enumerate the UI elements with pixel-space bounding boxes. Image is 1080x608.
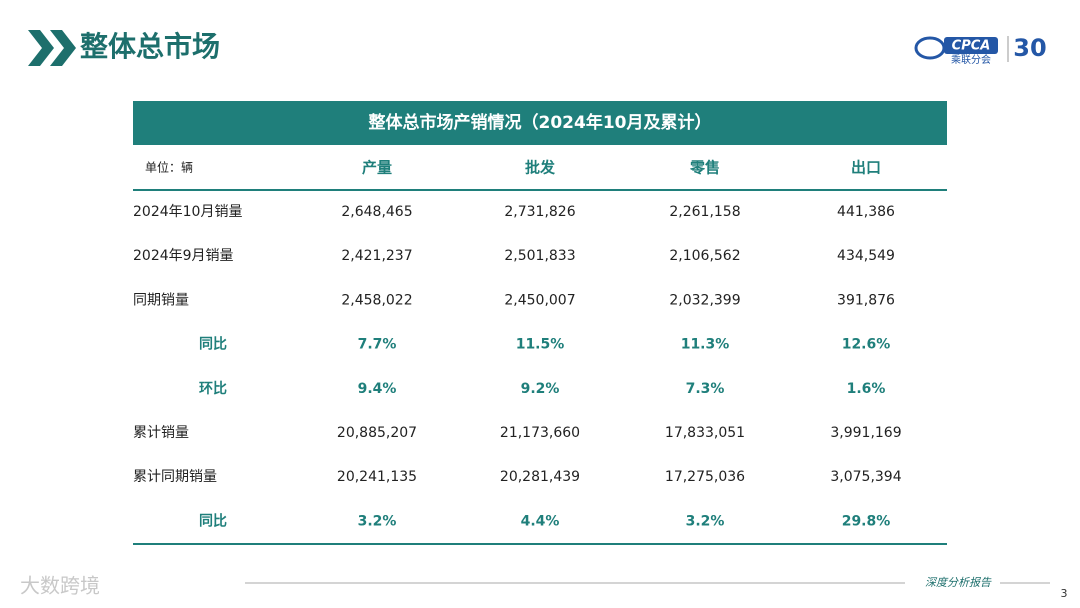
column-header: 出口	[851, 159, 881, 177]
column-header: 零售	[689, 159, 720, 177]
cell: 391,876	[837, 292, 895, 308]
unit-label: 单位：辆	[145, 160, 193, 175]
column-header: 批发	[525, 159, 556, 177]
cell: 3.2%	[686, 513, 725, 529]
cell: 29.8%	[842, 513, 891, 529]
logo-box	[944, 37, 998, 54]
table-title: 整体总市场产销情况（2024年10月及累计）	[369, 112, 712, 133]
cell: 11.5%	[516, 337, 565, 353]
cell: 2,648,465	[341, 204, 412, 220]
cell: 20,885,207	[337, 425, 417, 441]
cell: 2,421,237	[341, 248, 412, 264]
cell: 441,386	[837, 204, 895, 220]
row-label: 环比	[199, 380, 227, 397]
page-number: 3	[1061, 587, 1068, 600]
logo-icon	[914, 36, 946, 60]
logo-text: CPCA	[952, 39, 991, 54]
page-title: 整体总市场	[80, 30, 220, 63]
footer-note: 深度分析报告	[925, 576, 992, 589]
row-label: 同期销量	[133, 292, 189, 308]
cell: 17,833,051	[665, 425, 745, 441]
cell: 2,261,158	[669, 204, 740, 220]
cell: 3.2%	[358, 513, 397, 529]
cell: 2,450,007	[504, 292, 575, 308]
row-label: 2024年10月销量	[133, 204, 242, 220]
logo-badge: 30	[1013, 34, 1046, 62]
cell: 7.7%	[358, 337, 397, 353]
cell: 1.6%	[847, 381, 886, 397]
cell: 2,106,562	[669, 248, 740, 264]
cell: 434,549	[837, 248, 895, 264]
cell: 7.3%	[686, 381, 725, 397]
table-title-bar	[133, 101, 947, 145]
cell: 2,032,399	[669, 292, 740, 308]
cell: 3,075,394	[830, 469, 901, 485]
watermark: 大数跨境	[20, 574, 100, 598]
logo-subtext: 乘联分会	[951, 53, 991, 66]
cell: 2,731,826	[504, 204, 575, 220]
cell: 20,241,135	[337, 469, 417, 485]
column-header: 产量	[362, 159, 392, 177]
row-label: 累计同期销量	[133, 469, 217, 485]
cell: 4.4%	[521, 513, 560, 529]
cell: 17,275,036	[665, 469, 745, 485]
cell: 9.2%	[521, 381, 560, 397]
cell: 11.3%	[681, 337, 730, 353]
cell: 12.6%	[842, 337, 891, 353]
cell: 2,501,833	[504, 248, 575, 264]
row-label: 2024年9月销量	[133, 248, 234, 264]
chevron	[28, 30, 54, 66]
table-body: 产量 批发 零售 出口 2024年10月销量 2,648,465 2,731,826 2,26…	[133, 159, 902, 530]
cell: 2,458,022	[341, 292, 412, 308]
cell: 20,281,439	[500, 469, 580, 485]
row-label: 累计销量	[133, 425, 189, 441]
cell: 21,173,660	[500, 425, 580, 441]
row-label: 同比	[199, 512, 227, 529]
chevron	[50, 30, 76, 66]
cell: 9.4%	[358, 381, 397, 397]
cell: 3,991,169	[830, 425, 901, 441]
row-label: 同比	[199, 336, 227, 353]
